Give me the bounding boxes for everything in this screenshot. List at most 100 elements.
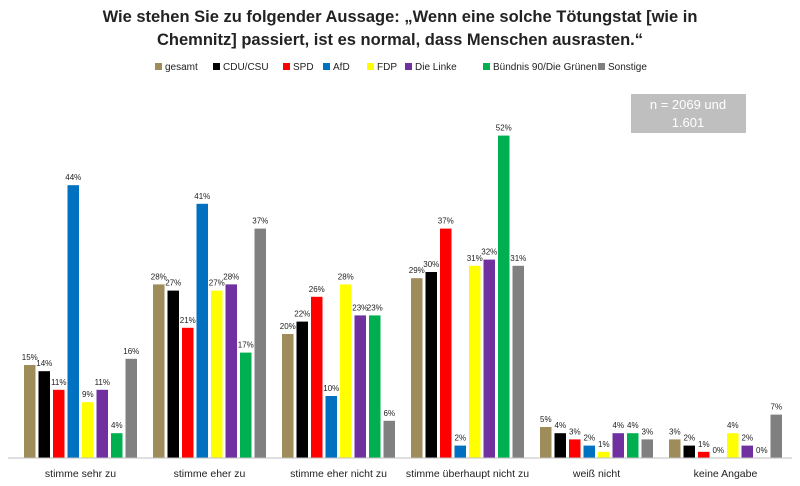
bar-afd-stimme-sehr-zu	[67, 185, 79, 458]
data-label-die-linke-stimme-ueberhaupt-nicht-zu: 32%	[481, 248, 497, 257]
bars	[24, 135, 782, 458]
data-label-buendnis-90-die-gruenen-stimme-sehr-zu: 4%	[111, 421, 123, 430]
bar-fdp-stimme-eher-zu	[211, 290, 223, 458]
data-label-buendnis-90-die-gruenen-weiss-nicht: 4%	[627, 421, 639, 430]
bar-afd-stimme-eher-nicht-zu	[325, 396, 337, 458]
data-label-spd-stimme-eher-nicht-zu: 26%	[309, 285, 325, 294]
bar-die-linke-stimme-eher-zu	[225, 284, 237, 458]
data-label-fdp-stimme-eher-zu: 27%	[209, 279, 225, 288]
sample-size-note: n = 2069 und 1.601	[631, 94, 746, 133]
sample-size-note-line-1: n = 2069 und	[650, 97, 726, 112]
data-label-fdp-stimme-sehr-zu: 9%	[82, 390, 94, 399]
data-label-gesamt-stimme-eher-nicht-zu: 20%	[280, 322, 296, 331]
legend-swatch-afd	[323, 63, 330, 70]
bar-fdp-stimme-ueberhaupt-nicht-zu	[469, 265, 481, 458]
bar-die-linke-keine-angabe	[741, 445, 753, 458]
bar-spd-stimme-sehr-zu	[53, 389, 65, 458]
bar-spd-stimme-ueberhaupt-nicht-zu	[440, 228, 452, 458]
data-label-gesamt-keine-angabe: 3%	[669, 427, 681, 436]
data-label-gesamt-stimme-ueberhaupt-nicht-zu: 29%	[409, 266, 425, 275]
category-label-weiss-nicht: weiß nicht	[572, 468, 620, 480]
bar-spd-stimme-eher-nicht-zu	[311, 296, 323, 458]
data-label-fdp-stimme-ueberhaupt-nicht-zu: 31%	[467, 254, 483, 263]
bar-afd-stimme-ueberhaupt-nicht-zu	[454, 445, 466, 458]
data-label-cdu-csu-weiss-nicht: 4%	[555, 421, 567, 430]
bar-sonstige-stimme-eher-zu	[254, 228, 266, 458]
data-label-afd-stimme-eher-nicht-zu: 10%	[323, 384, 339, 393]
data-label-cdu-csu-stimme-eher-zu: 27%	[165, 279, 181, 288]
legend-label-spd: SPD	[293, 62, 314, 73]
legend-label-afd: AfD	[333, 62, 350, 73]
bar-die-linke-stimme-eher-nicht-zu	[354, 315, 366, 458]
bar-die-linke-weiss-nicht	[612, 433, 624, 458]
category-label-keine-angabe: keine Angabe	[694, 468, 758, 480]
legend-swatch-buendnis-90-die-gruenen	[483, 63, 490, 70]
legend-label-fdp: FDP	[377, 62, 397, 73]
bar-afd-weiss-nicht	[583, 445, 595, 458]
bar-fdp-weiss-nicht	[598, 451, 610, 458]
category-label-stimme-ueberhaupt-nicht-zu: stimme überhaupt nicht zu	[406, 468, 529, 480]
data-label-die-linke-keine-angabe: 2%	[742, 434, 754, 443]
bar-fdp-stimme-sehr-zu	[82, 402, 94, 458]
bar-spd-stimme-eher-zu	[182, 327, 194, 458]
legend-label-die-linke: Die Linke	[415, 62, 457, 73]
bar-cdu-csu-weiss-nicht	[554, 433, 566, 458]
bar-buendnis-90-die-gruenen-weiss-nicht	[627, 433, 639, 458]
data-label-spd-stimme-sehr-zu: 11%	[51, 378, 66, 387]
legend-label-cdu-csu: CDU/CSU	[223, 62, 269, 73]
category-labels: stimme sehr zu stimme eher zu stimme eher …	[45, 468, 758, 480]
data-label-spd-weiss-nicht: 3%	[569, 427, 581, 436]
data-label-die-linke-stimme-sehr-zu: 11%	[95, 378, 110, 387]
legend-swatch-gesamt	[155, 63, 162, 70]
bar-cdu-csu-stimme-ueberhaupt-nicht-zu	[425, 272, 437, 458]
bar-gesamt-stimme-eher-nicht-zu	[282, 334, 294, 458]
chart-title: Wie stehen Sie zu folgender Aussage: „We…	[103, 8, 698, 49]
bar-cdu-csu-keine-angabe	[683, 445, 695, 458]
category-label-stimme-eher-nicht-zu: stimme eher nicht zu	[290, 468, 387, 480]
bar-fdp-stimme-eher-nicht-zu	[340, 284, 352, 458]
bar-sonstige-stimme-ueberhaupt-nicht-zu	[512, 265, 524, 458]
data-label-afd-keine-angabe: 0%	[713, 446, 725, 455]
data-label-fdp-weiss-nicht: 1%	[598, 440, 610, 449]
legend-swatch-cdu-csu	[213, 63, 220, 70]
legend-swatch-sonstige	[598, 63, 605, 70]
bar-spd-weiss-nicht	[569, 439, 581, 458]
data-label-sonstige-stimme-eher-nicht-zu: 6%	[384, 409, 396, 418]
data-label-cdu-csu-stimme-sehr-zu: 14%	[36, 359, 52, 368]
category-label-stimme-eher-zu: stimme eher zu	[174, 468, 246, 480]
data-label-gesamt-stimme-sehr-zu: 15%	[22, 353, 38, 362]
data-label-fdp-keine-angabe: 4%	[727, 421, 739, 430]
data-label-sonstige-weiss-nicht: 3%	[642, 427, 654, 436]
bar-gesamt-stimme-ueberhaupt-nicht-zu	[411, 278, 423, 458]
bar-gesamt-stimme-eher-zu	[153, 284, 165, 458]
chart-title-line-1: Wie stehen Sie zu folgender Aussage: „We…	[103, 8, 698, 26]
data-label-spd-keine-angabe: 1%	[698, 440, 710, 449]
data-label-afd-stimme-eher-zu: 41%	[194, 192, 210, 201]
legend: gesamt CDU/CSU SPD AfD FDP Die Linke Bündnis 9…	[155, 62, 647, 73]
legend-label-sonstige: Sonstige	[608, 62, 647, 73]
data-label-die-linke-stimme-eher-zu: 28%	[223, 272, 239, 281]
data-label-afd-stimme-sehr-zu: 44%	[65, 173, 81, 182]
data-label-gesamt-weiss-nicht: 5%	[540, 415, 552, 424]
bar-sonstige-weiss-nicht	[641, 439, 653, 458]
data-label-spd-stimme-ueberhaupt-nicht-zu: 37%	[438, 217, 454, 226]
data-label-afd-weiss-nicht: 2%	[584, 434, 596, 443]
data-label-cdu-csu-stimme-eher-nicht-zu: 22%	[294, 310, 310, 319]
legend-swatch-die-linke	[405, 63, 412, 70]
bar-buendnis-90-die-gruenen-stimme-sehr-zu	[111, 433, 123, 458]
legend-swatch-fdp	[367, 63, 374, 70]
data-label-buendnis-90-die-gruenen-stimme-eher-zu: 17%	[238, 341, 254, 350]
chart-title-line-2: Chemnitz] passiert, ist es normal, dass …	[157, 31, 643, 49]
data-label-sonstige-stimme-eher-zu: 37%	[252, 217, 268, 226]
bar-sonstige-stimme-eher-nicht-zu	[383, 420, 395, 458]
data-label-die-linke-weiss-nicht: 4%	[613, 421, 625, 430]
bar-cdu-csu-stimme-sehr-zu	[38, 371, 50, 458]
bar-buendnis-90-die-gruenen-stimme-eher-zu	[240, 352, 252, 458]
bar-gesamt-keine-angabe	[669, 439, 681, 458]
bar-gesamt-stimme-sehr-zu	[24, 365, 36, 458]
sample-size-note-box	[631, 94, 746, 133]
bar-afd-stimme-eher-zu	[196, 203, 208, 458]
data-label-cdu-csu-keine-angabe: 2%	[684, 434, 696, 443]
data-label-sonstige-stimme-ueberhaupt-nicht-zu: 31%	[510, 254, 526, 263]
